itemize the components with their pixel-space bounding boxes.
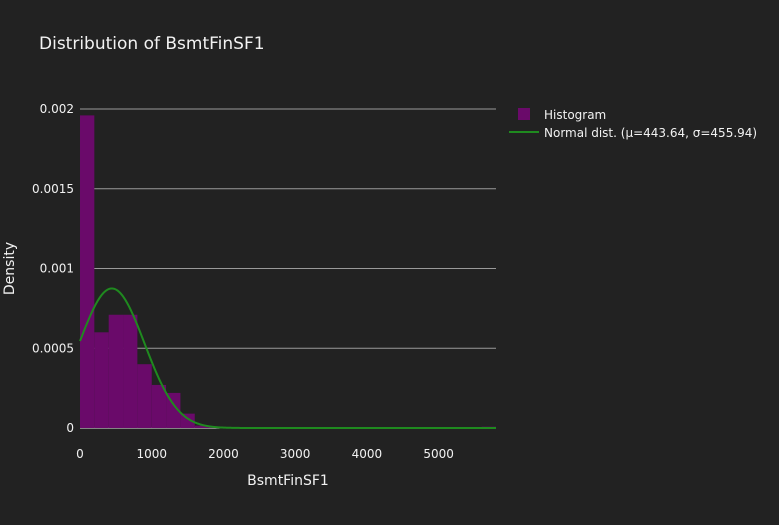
y-tick-label: 0.001 bbox=[40, 262, 74, 276]
x-tick-label: 5000 bbox=[423, 447, 454, 461]
x-tick-label: 0 bbox=[76, 447, 84, 461]
x-tick-label: 2000 bbox=[208, 447, 239, 461]
y-tick-label: 0.0005 bbox=[32, 341, 74, 355]
chart-title: Distribution of BsmtFinSF1 bbox=[39, 34, 265, 54]
histogram-bar bbox=[94, 332, 109, 428]
legend-item-histogram[interactable]: Histogram bbox=[518, 108, 606, 122]
x-tick-label: 3000 bbox=[280, 447, 311, 461]
histogram-bar bbox=[108, 314, 124, 428]
legend[interactable]: Histogram Normal dist. (μ=443.64, σ=455.9… bbox=[509, 108, 757, 140]
x-tick-label: 4000 bbox=[352, 447, 383, 461]
y-tick-label: 0 bbox=[66, 421, 74, 435]
histogram-bar bbox=[151, 384, 167, 428]
y-tick-label: 0.002 bbox=[40, 102, 74, 116]
y-axis-title: Density bbox=[2, 242, 18, 295]
y-axis-ticks: 0 0.0005 0.001 0.0015 0.002 bbox=[32, 102, 74, 435]
y-tick-label: 0.0015 bbox=[32, 182, 74, 196]
x-axis-ticks: 0 1000 2000 3000 4000 5000 bbox=[76, 447, 454, 461]
histogram-bar bbox=[80, 115, 95, 428]
normal-curve bbox=[79, 287, 496, 429]
legend-swatch-histogram bbox=[518, 108, 530, 120]
normal-curve-line bbox=[79, 287, 496, 429]
histogram-bar bbox=[194, 425, 210, 428]
histogram-bar bbox=[137, 364, 152, 428]
histogram-bar bbox=[166, 392, 181, 428]
histogram-bars bbox=[80, 115, 496, 428]
legend-label-normal: Normal dist. (μ=443.64, σ=455.94) bbox=[544, 126, 757, 140]
legend-item-normal[interactable]: Normal dist. (μ=443.64, σ=455.94) bbox=[509, 126, 757, 140]
x-axis-title: BsmtFinSF1 bbox=[247, 473, 329, 489]
x-tick-label: 1000 bbox=[136, 447, 167, 461]
histogram-bar bbox=[180, 413, 195, 428]
legend-label-histogram: Histogram bbox=[544, 108, 606, 122]
histogram-bar bbox=[123, 314, 138, 428]
